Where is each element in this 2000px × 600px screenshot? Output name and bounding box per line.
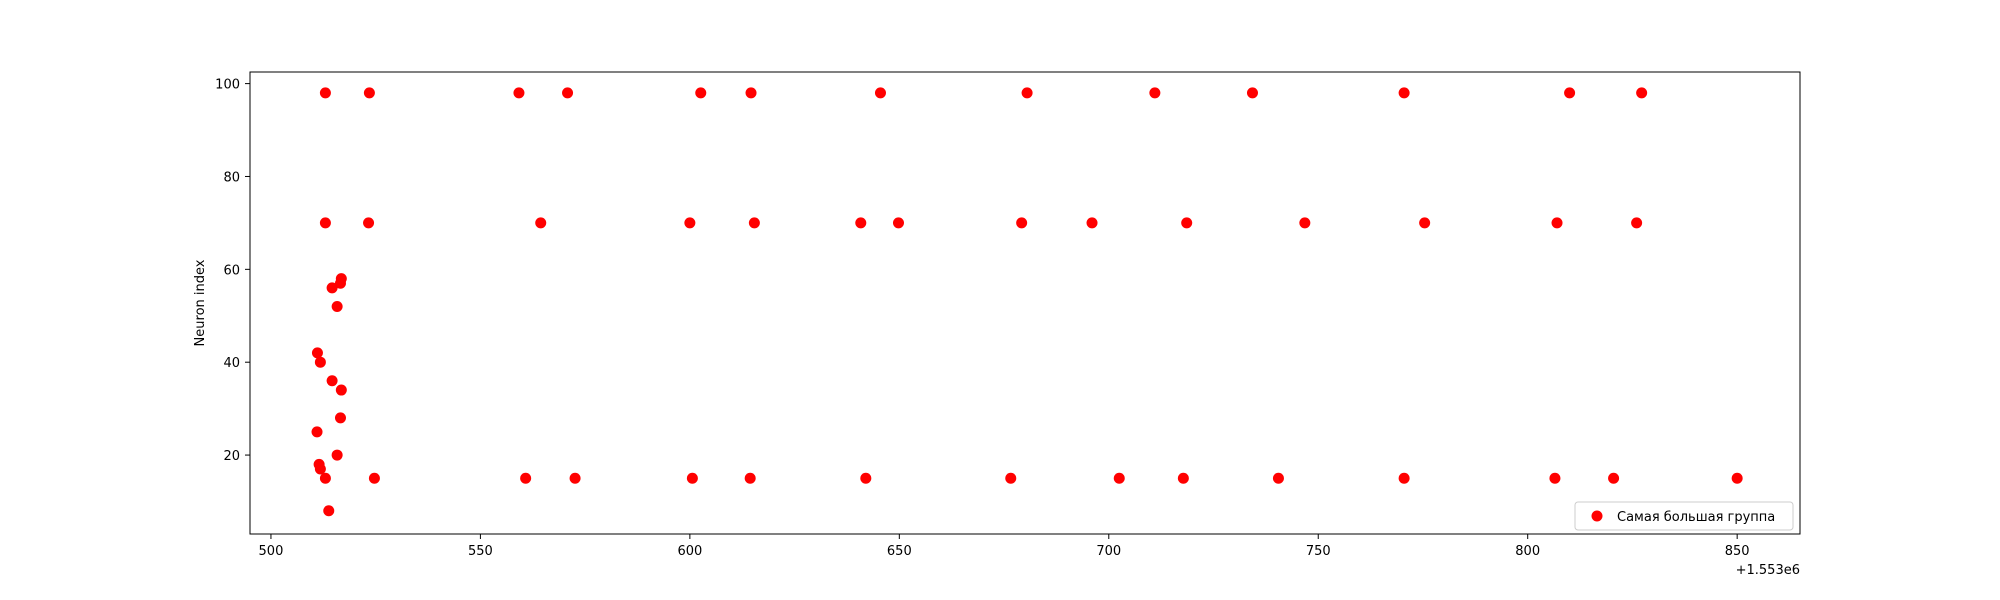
data-point [311,347,323,359]
data-point [1398,87,1410,99]
data-point [1113,472,1125,484]
data-point [319,87,331,99]
data-point [363,87,375,99]
x-tick-label: 850 [1725,544,1750,559]
legend-box [1574,501,1794,531]
data-point [569,472,581,484]
x-tick-label: 600 [677,544,702,559]
data-point [860,472,872,484]
y-tick-label: 80 [223,170,240,185]
data-point [1016,217,1028,229]
data-point [855,217,867,229]
data-point [334,412,346,424]
y-tick-label: 20 [223,449,240,464]
y-tick-label: 60 [223,263,240,278]
data-point [319,217,331,229]
x-axis-offset-label: +1.553e6 [1736,563,1800,578]
data-point [535,217,547,229]
legend-marker [1591,510,1603,522]
x-tick-label: 800 [1515,544,1540,559]
data-point [319,472,331,484]
x-tick-label: 700 [1096,544,1121,559]
y-axis-title: Neuron index [193,259,208,346]
y-tick-label: 40 [223,356,240,371]
data-point [368,472,380,484]
data-point [1021,87,1033,99]
data-point [1272,472,1284,484]
data-point [744,472,756,484]
data-point [335,384,347,396]
y-axis-ticks: 20 40 60 80 100 [215,78,250,464]
data-point [745,87,757,99]
legend-label: Самая большая группа [1617,510,1775,525]
data-point [1564,87,1576,99]
data-point [1177,472,1189,484]
data-points [311,87,1743,517]
data-point [314,463,326,475]
x-tick-label: 750 [1306,544,1331,559]
data-point [326,375,338,387]
data-point [1636,87,1648,99]
data-point [314,356,326,368]
data-point [1731,472,1743,484]
data-point [892,217,904,229]
x-tick-label: 650 [887,544,912,559]
data-point [1005,472,1017,484]
plot-area-frame [249,71,1801,535]
data-point [695,87,707,99]
data-point [326,282,338,294]
data-point [363,217,375,229]
data-point [686,472,698,484]
data-point [684,217,696,229]
data-point [331,300,343,312]
data-point [331,449,343,461]
data-point [562,87,574,99]
data-point [1631,217,1643,229]
data-point [1086,217,1098,229]
x-tick-label: 550 [468,544,493,559]
y-tick-label: 100 [215,78,240,93]
data-point [748,217,760,229]
data-point [520,472,532,484]
data-point [1608,472,1620,484]
data-point [1149,87,1161,99]
data-point [513,87,525,99]
data-point [1181,217,1193,229]
data-point [1299,217,1311,229]
x-axis-ticks: 500 550 600 650 700 750 800 850 [259,534,1750,559]
x-tick-label: 500 [259,544,284,559]
data-point [1549,472,1561,484]
data-point [1551,217,1563,229]
data-point [1246,87,1258,99]
legend: Самая большая группа [1574,501,1794,531]
data-point [874,87,886,99]
data-point [1398,472,1410,484]
data-point [323,505,335,517]
data-point [334,277,346,289]
data-point [1419,217,1431,229]
data-point [311,426,323,438]
